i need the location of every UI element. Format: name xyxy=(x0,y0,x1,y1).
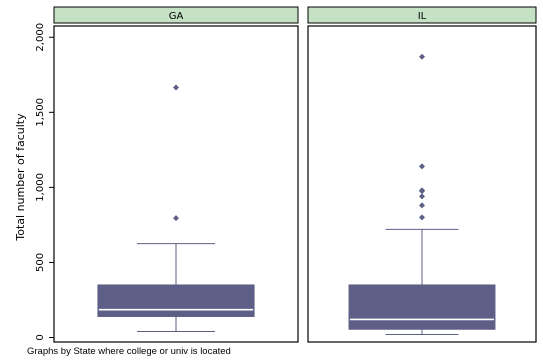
strip-header xyxy=(307,6,537,24)
panel-il: IL xyxy=(307,6,537,343)
outlier-point xyxy=(419,214,425,221)
outlier-point xyxy=(419,193,425,200)
y-tick-label: 2,000 xyxy=(35,23,46,52)
y-tick-label: 1,000 xyxy=(35,173,46,202)
outlier-point xyxy=(173,215,179,222)
y-tick-label: 1,500 xyxy=(35,98,46,127)
outlier-point xyxy=(419,163,425,170)
y-tick-label: 0 xyxy=(35,334,46,340)
y-tick-label: 500 xyxy=(35,253,46,272)
strip-header xyxy=(53,6,299,24)
iqr-box xyxy=(97,284,255,317)
outlier-point xyxy=(419,202,425,209)
y-axis: 0 500 1,000 1,500 2,000 xyxy=(35,23,54,341)
outlier-point xyxy=(173,84,179,91)
graphs-by-note: Graphs by State where college or univ is… xyxy=(27,346,231,357)
outlier-point xyxy=(419,187,425,194)
iqr-box xyxy=(348,284,496,330)
panel-ga: GA xyxy=(53,6,299,343)
panels: GA IL xyxy=(53,6,537,343)
strip-label: GA xyxy=(169,11,184,22)
strip-label: IL xyxy=(418,11,427,22)
outlier-point xyxy=(419,53,425,60)
y-axis-title: Total number of faculty xyxy=(14,113,27,242)
